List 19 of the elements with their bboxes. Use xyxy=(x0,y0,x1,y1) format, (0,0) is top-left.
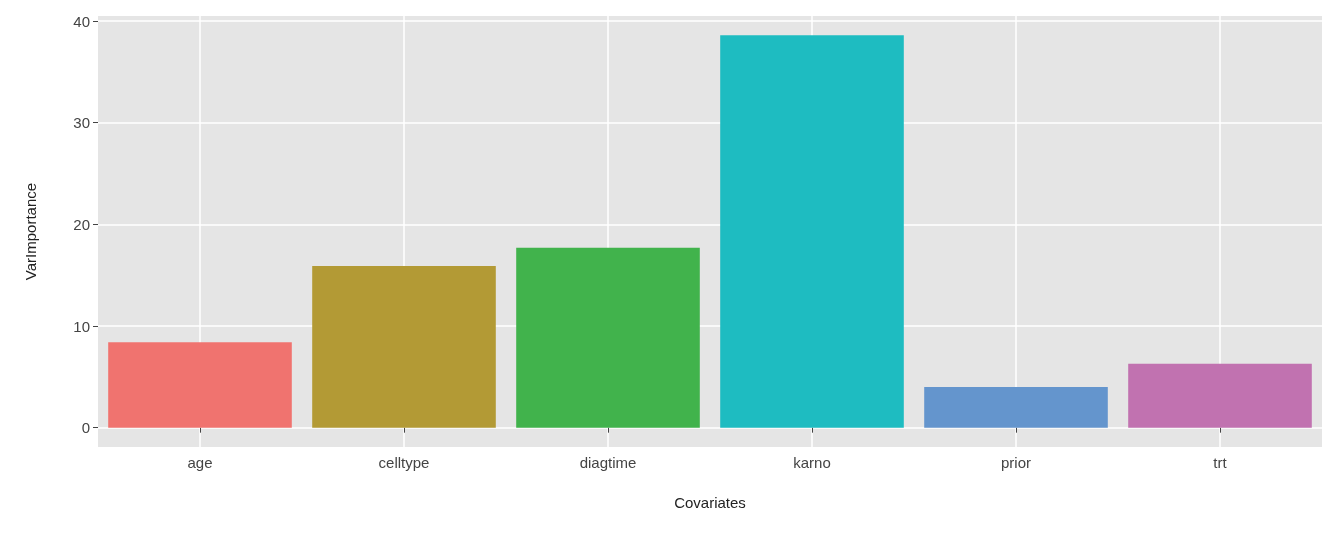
bar xyxy=(924,387,1108,428)
y-tick-label: 30 xyxy=(73,114,90,132)
x-axis-title: Covariates xyxy=(674,494,746,511)
x-tick-label: diagtime xyxy=(579,454,637,471)
x-tick-label: trt xyxy=(1213,454,1228,471)
y-tick-label: 20 xyxy=(73,215,90,233)
y-tick-label: 0 xyxy=(81,419,90,437)
x-tick-label: prior xyxy=(1000,454,1032,471)
y-tick-label: 10 xyxy=(73,317,90,335)
x-tick-label: celltype xyxy=(378,454,430,471)
x-tick-label: age xyxy=(187,454,213,471)
bar xyxy=(516,247,700,428)
x-tick-label: karno xyxy=(793,454,831,471)
y-tick-label: 40 xyxy=(73,12,90,30)
bar xyxy=(312,266,496,428)
bar xyxy=(1128,363,1312,428)
y-axis-title: VarImportance xyxy=(22,182,39,281)
bar xyxy=(108,342,292,428)
bar xyxy=(720,35,904,428)
